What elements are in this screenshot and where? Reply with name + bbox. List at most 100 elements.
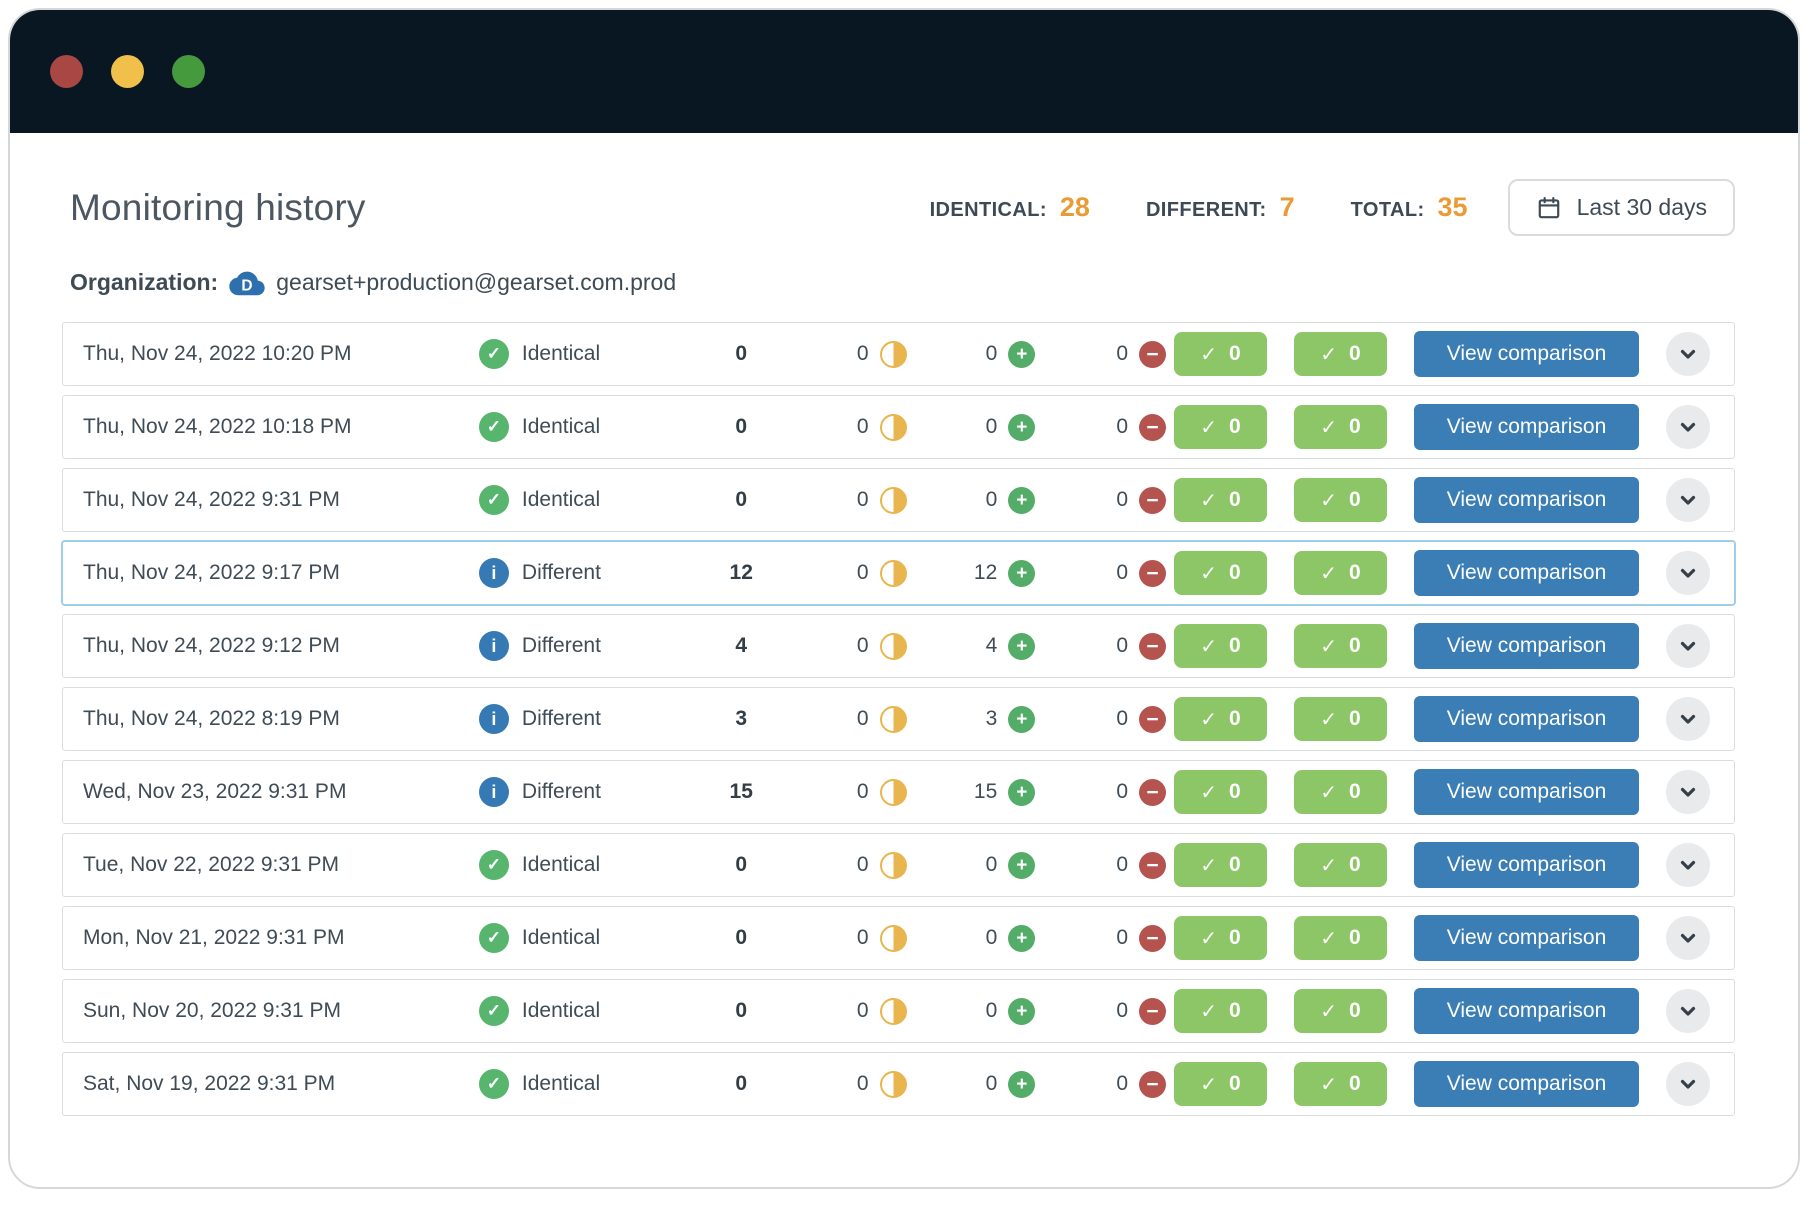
cloud-d-icon: D: [229, 268, 265, 296]
ok-badge-2[interactable]: ✓ 0: [1294, 989, 1387, 1033]
deleted-items-cell: 0 −: [1043, 632, 1174, 660]
row-status: ✓ i Identical: [478, 850, 687, 880]
view-comparison-button[interactable]: View comparison: [1414, 1061, 1639, 1107]
total-differences-count: 0: [735, 342, 748, 365]
deleted-minus-icon: −: [1139, 486, 1166, 514]
view-comparison-button[interactable]: View comparison: [1414, 550, 1639, 596]
added-items-count: 0: [985, 342, 998, 365]
added-plus-icon: +: [1008, 413, 1036, 441]
chevron-down-icon: [1680, 860, 1696, 870]
row-actions: ✓ 0 ✓ 0 View comparison: [1174, 477, 1710, 523]
ok-badge-2[interactable]: ✓ 0: [1294, 1062, 1387, 1106]
ok-badge-1[interactable]: ✓ 0: [1174, 916, 1267, 960]
table-row[interactable]: Mon, Nov 21, 2022 9:31 PM ✓ i Identical …: [62, 906, 1735, 970]
badge-check-icon: ✓: [1200, 1000, 1218, 1023]
expand-row-button[interactable]: [1666, 770, 1710, 814]
ok-badge-1[interactable]: ✓ 0: [1174, 551, 1267, 595]
chevron-down-icon: [1680, 422, 1696, 432]
total-differences-count: 15: [729, 780, 753, 803]
changed-items-cell: 0: [796, 924, 915, 952]
expand-row-button[interactable]: [1666, 916, 1710, 960]
view-comparison-button[interactable]: View comparison: [1414, 404, 1639, 450]
view-comparison-button[interactable]: View comparison: [1414, 477, 1639, 523]
expand-row-button[interactable]: [1666, 551, 1710, 595]
window-minimize-button[interactable]: [111, 55, 144, 88]
ok-badge-1[interactable]: ✓ 0: [1174, 843, 1267, 887]
changed-items-cell: 0: [796, 486, 915, 514]
ok-badge-1[interactable]: ✓ 0: [1174, 770, 1267, 814]
view-comparison-button[interactable]: View comparison: [1414, 696, 1639, 742]
ok-badge-1[interactable]: ✓ 0: [1174, 697, 1267, 741]
changed-items-cell: 0: [796, 997, 915, 1025]
badge-check-icon: ✓: [1200, 562, 1218, 585]
date-range-filter-button[interactable]: Last 30 days: [1507, 179, 1735, 236]
changed-half-circle-icon: [879, 340, 907, 368]
deleted-items-cell: 0 −: [1043, 851, 1174, 879]
total-differences-count: 0: [735, 926, 748, 949]
ok-badge-1[interactable]: ✓ 0: [1174, 332, 1267, 376]
view-comparison-button[interactable]: View comparison: [1414, 915, 1639, 961]
deleted-minus-icon: −: [1139, 632, 1166, 660]
identical-check-icon: ✓: [478, 1069, 509, 1099]
ok-badge-2[interactable]: ✓ 0: [1294, 624, 1387, 668]
added-items-count: 0: [985, 999, 998, 1022]
ok-badge-1[interactable]: ✓ 0: [1174, 478, 1267, 522]
added-items-cell: 0 +: [915, 413, 1044, 441]
row-date: Sun, Nov 20, 2022 9:31 PM: [83, 999, 341, 1022]
ok-badge-2[interactable]: ✓ 0: [1294, 916, 1387, 960]
expand-row-button[interactable]: [1666, 405, 1710, 449]
table-row[interactable]: Thu, Nov 24, 2022 9:31 PM ✓ i Identical …: [62, 468, 1735, 532]
view-comparison-button[interactable]: View comparison: [1414, 331, 1639, 377]
badge-check-icon: ✓: [1320, 781, 1338, 804]
ok-badge-1[interactable]: ✓ 0: [1174, 624, 1267, 668]
table-row[interactable]: Tue, Nov 22, 2022 9:31 PM ✓ i Identical …: [62, 833, 1735, 897]
ok-badge-1[interactable]: ✓ 0: [1174, 405, 1267, 449]
added-plus-icon: +: [1008, 778, 1036, 806]
table-row[interactable]: Wed, Nov 23, 2022 9:31 PM ✓ i Different …: [62, 760, 1735, 824]
table-row[interactable]: Thu, Nov 24, 2022 9:17 PM ✓ i Different …: [62, 541, 1735, 605]
organization-label: Organization:: [70, 268, 219, 295]
chevron-down-icon: [1680, 641, 1696, 651]
expand-row-button[interactable]: [1666, 478, 1710, 522]
expand-row-button[interactable]: [1666, 697, 1710, 741]
changed-items-count: 0: [856, 926, 869, 949]
badge-check-icon: ✓: [1320, 416, 1338, 439]
window-close-button[interactable]: [50, 55, 83, 88]
ok-badge-1[interactable]: ✓ 0: [1174, 1062, 1267, 1106]
badge-check-icon: ✓: [1200, 416, 1218, 439]
expand-row-button[interactable]: [1666, 624, 1710, 668]
changed-items-count: 0: [856, 707, 869, 730]
ok-badge-1-count: 0: [1229, 634, 1241, 657]
ok-badge-2[interactable]: ✓ 0: [1294, 332, 1387, 376]
view-comparison-button[interactable]: View comparison: [1414, 623, 1639, 669]
table-row[interactable]: Thu, Nov 24, 2022 10:20 PM ✓ i Identical…: [62, 322, 1735, 386]
ok-badge-2[interactable]: ✓ 0: [1294, 697, 1387, 741]
view-comparison-button[interactable]: View comparison: [1414, 842, 1639, 888]
deleted-items-count: 0: [1116, 1072, 1128, 1095]
table-row[interactable]: Thu, Nov 24, 2022 9:12 PM ✓ i Different …: [62, 614, 1735, 678]
different-info-icon: i: [478, 777, 509, 807]
ok-badge-2[interactable]: ✓ 0: [1294, 551, 1387, 595]
window-zoom-button[interactable]: [172, 55, 205, 88]
ok-badge-1[interactable]: ✓ 0: [1174, 989, 1267, 1033]
changed-half-circle-icon: [879, 924, 907, 952]
table-row[interactable]: Thu, Nov 24, 2022 8:19 PM ✓ i Different …: [62, 687, 1735, 751]
expand-row-button[interactable]: [1666, 843, 1710, 887]
table-row[interactable]: Thu, Nov 24, 2022 10:18 PM ✓ i Identical…: [62, 395, 1735, 459]
ok-badge-2[interactable]: ✓ 0: [1294, 843, 1387, 887]
stat-different-value: 7: [1279, 192, 1295, 222]
ok-badge-2[interactable]: ✓ 0: [1294, 405, 1387, 449]
ok-badge-2[interactable]: ✓ 0: [1294, 770, 1387, 814]
ok-badge-1-count: 0: [1229, 488, 1241, 511]
status-label: Identical: [521, 1072, 601, 1095]
table-row[interactable]: Sun, Nov 20, 2022 9:31 PM ✓ i Identical …: [62, 979, 1735, 1043]
expand-row-button[interactable]: [1666, 332, 1710, 376]
expand-row-button[interactable]: [1666, 989, 1710, 1033]
different-info-icon: i: [478, 631, 509, 661]
stat-identical-label: IDENTICAL:: [929, 199, 1047, 221]
view-comparison-button[interactable]: View comparison: [1414, 769, 1639, 815]
ok-badge-2[interactable]: ✓ 0: [1294, 478, 1387, 522]
view-comparison-button[interactable]: View comparison: [1414, 988, 1639, 1034]
table-row[interactable]: Sat, Nov 19, 2022 9:31 PM ✓ i Identical …: [62, 1052, 1735, 1116]
expand-row-button[interactable]: [1666, 1062, 1710, 1106]
